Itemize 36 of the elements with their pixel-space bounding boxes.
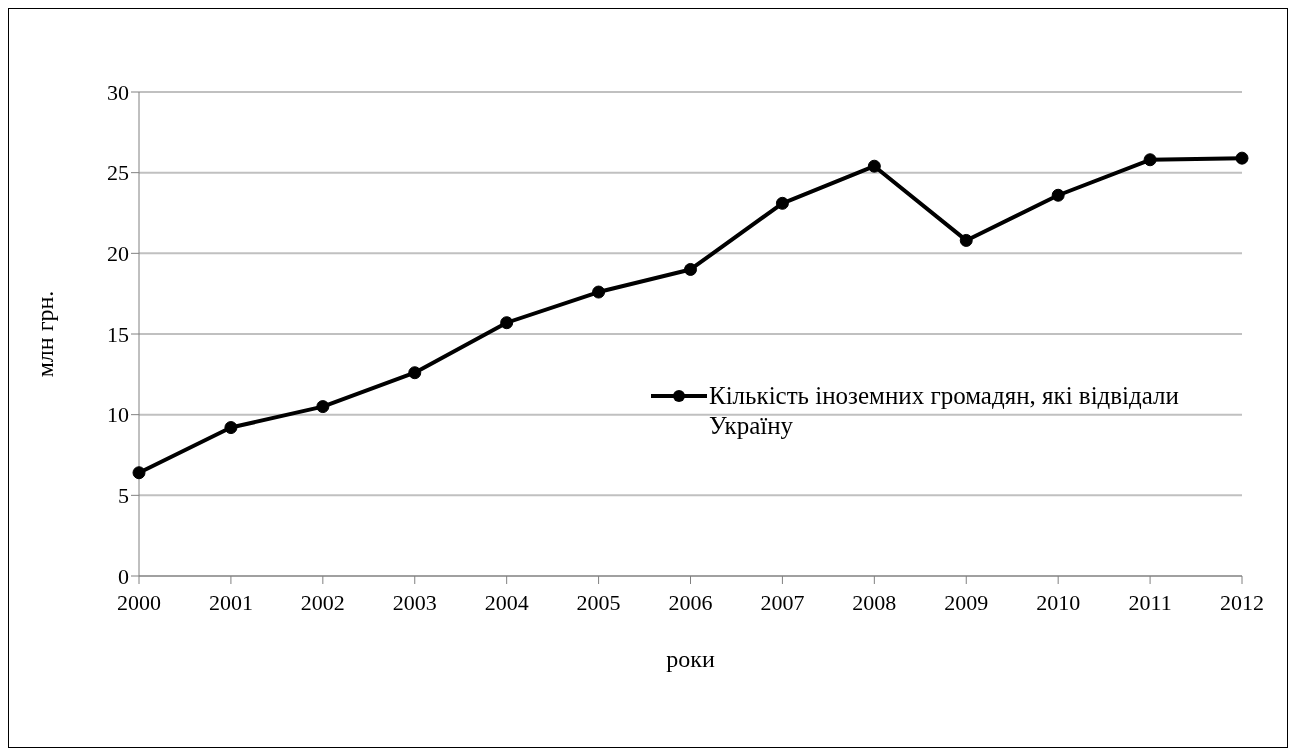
x-tick-label: 2010 [1036,589,1081,615]
x-tick-label: 2007 [760,589,805,615]
x-tick-label: 2006 [668,589,713,615]
point [684,262,697,276]
point [775,196,789,210]
x-tick-label: 2005 [576,589,621,615]
point [1051,188,1065,202]
x-tick-label: 2002 [300,589,345,615]
point [592,285,606,299]
point [500,316,514,330]
point [1235,151,1249,165]
x-tick-label: 2012 [1220,589,1264,615]
x-tick-label: 2001 [208,589,253,615]
x-tick-label: 2011 [1128,589,1172,615]
y-tick-label: 20 [107,241,129,267]
point [224,421,238,435]
point [1143,153,1157,167]
legend-label: Кількість іноземних громадян, які відвідали Україну [709,381,1180,441]
y-tick-label: 5 [118,483,129,509]
y-tick-label: 10 [107,402,129,428]
point [316,400,330,414]
y-tick-label: 25 [107,160,129,186]
point [132,466,146,480]
x-tick-label: 2008 [852,589,897,615]
y-tick-label: 0 [118,563,129,589]
y-axis-title: млн грн. [31,290,58,378]
point [959,233,973,247]
point [867,159,881,173]
x-axis-title: роки [666,646,715,672]
y-tick-label: 30 [107,79,129,105]
x-tick-label: 2009 [944,589,989,615]
x-tick-label: 2004 [484,589,529,615]
point [408,366,422,380]
y-tick-label: 15 [107,321,129,347]
x-tick-label: 2003 [392,589,437,615]
x-tick-label: 2000 [117,589,161,615]
